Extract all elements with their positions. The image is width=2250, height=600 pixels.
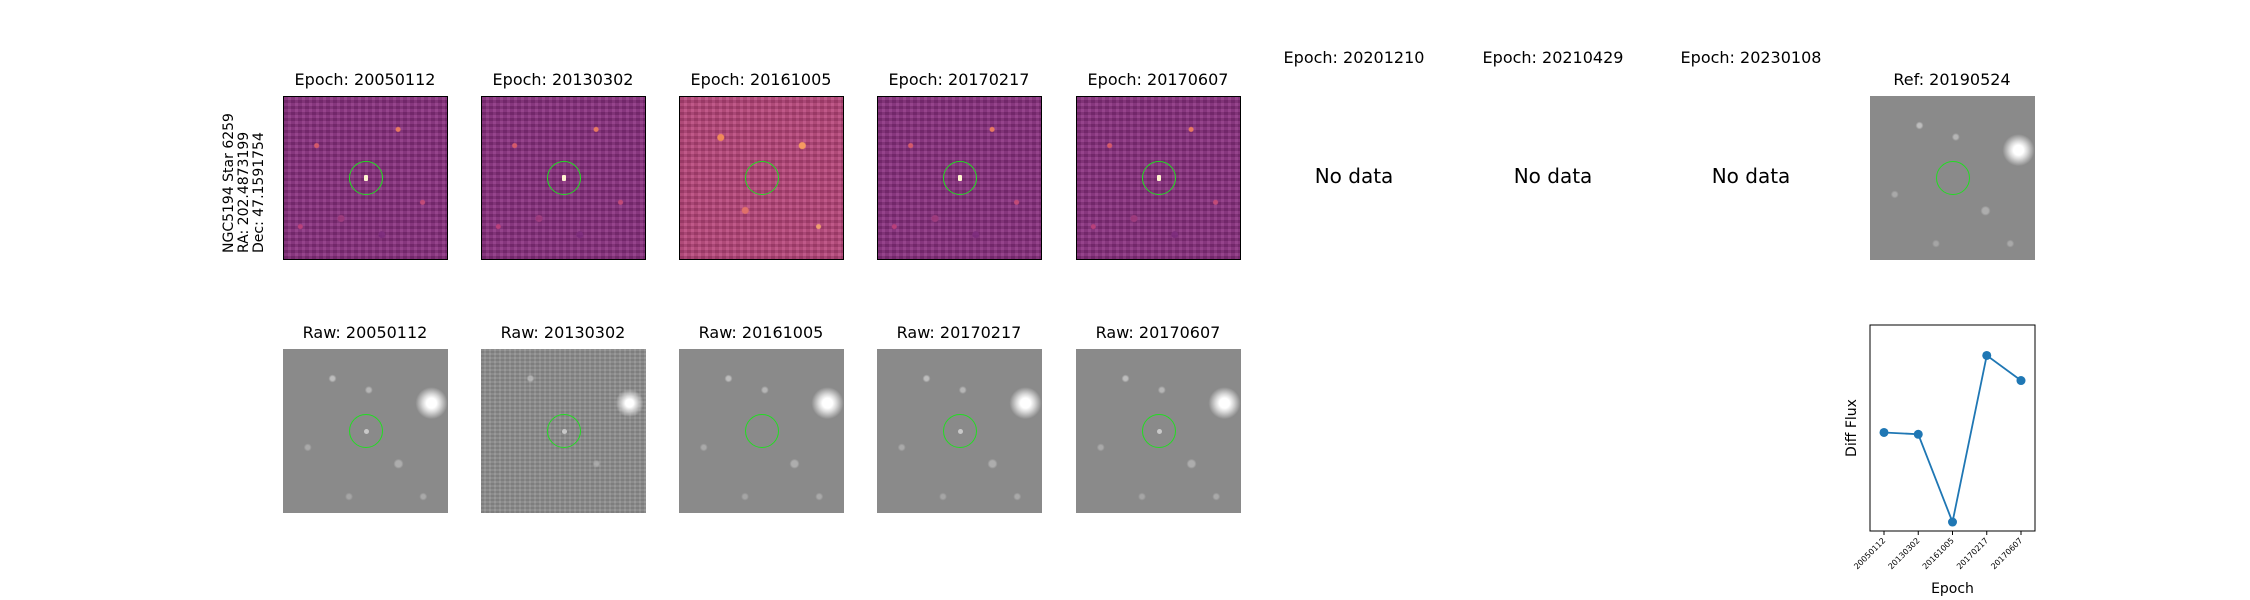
diff-image-1 <box>283 96 448 260</box>
x-tick-label-4: 20170217 <box>1955 536 1990 571</box>
missing-title-3: Epoch: 20230108 <box>1680 48 1822 67</box>
target-marker-circle <box>744 161 779 195</box>
star-dec: Dec: 47.1591754 <box>251 132 267 253</box>
reference-image <box>1870 96 2035 260</box>
x-tick-label-5: 20170607 <box>1989 536 2024 571</box>
no-data-text-3: No data <box>1711 164 1791 188</box>
data-point-2 <box>1913 429 1923 439</box>
missing-title-2: Epoch: 20210429 <box>1482 48 1624 67</box>
raw-image-5 <box>1076 349 1241 513</box>
x-axis-label: Epoch <box>1931 581 1974 597</box>
raw-image-1 <box>283 349 448 513</box>
diff-title-3: Epoch: 20161005 <box>690 70 832 89</box>
diff-title-4: Epoch: 20170217 <box>888 70 1030 89</box>
missing-title-1: Epoch: 20201210 <box>1283 48 1425 67</box>
diff-image-5 <box>1076 96 1241 260</box>
raw-image-4 <box>877 349 1042 513</box>
raw-title-5: Raw: 20170607 <box>1095 323 1221 342</box>
target-marker-circle <box>546 414 581 448</box>
data-point-1 <box>1879 427 1889 437</box>
diff-image-4 <box>877 96 1042 260</box>
star-ra: RA: 202.4873199 <box>236 131 252 253</box>
target-marker-circle <box>348 414 383 448</box>
raw-title-4: Raw: 20170217 <box>896 323 1022 342</box>
plot-frame <box>1869 324 2036 532</box>
data-point-4 <box>1982 350 1992 360</box>
raw-title-2: Raw: 20130302 <box>500 323 626 342</box>
raw-title-3: Raw: 20161005 <box>698 323 824 342</box>
diff-title-5: Epoch: 20170607 <box>1087 70 1229 89</box>
target-marker-circle <box>744 414 779 448</box>
series-line <box>1883 353 2022 526</box>
raw-image-3 <box>679 349 844 513</box>
target-marker-circle <box>1935 161 1970 195</box>
diff-image-3 <box>679 96 844 260</box>
x-tick-label-3: 20161005 <box>1921 536 1956 571</box>
no-data-text-1: No data <box>1314 164 1394 188</box>
data-point-3 <box>1948 517 1957 527</box>
target-marker-circle <box>1141 414 1176 448</box>
target-marker-circle <box>942 161 977 195</box>
light-curve-chart: 20050112 20130302 20161005 20170217 20170607… <box>1844 324 2036 597</box>
ref-title: Ref: 20190524 <box>1893 70 2011 89</box>
data-point-5 <box>2016 376 2026 386</box>
diff-title-2: Epoch: 20130302 <box>492 70 634 89</box>
raw-title-1: Raw: 20050112 <box>302 323 428 342</box>
diff-image-2 <box>481 96 646 260</box>
x-tick-label-1: 20050112 <box>1852 536 1887 571</box>
target-marker-circle <box>1141 161 1176 195</box>
target-marker-circle <box>942 414 977 448</box>
raw-image-2 <box>481 349 646 513</box>
star-name: NGC5194 Star 6259 <box>221 113 237 253</box>
star-info-label: NGC5194 Star 6259 RA: 202.4873199 Dec: 4… <box>221 105 267 255</box>
y-axis-label: Diff Flux <box>1844 399 1860 457</box>
no-data-text-2: No data <box>1513 164 1593 188</box>
diff-title-1: Epoch: 20050112 <box>294 70 436 89</box>
target-marker-circle <box>546 161 581 195</box>
x-tick-label-2: 20130302 <box>1887 536 1922 571</box>
target-marker-circle <box>348 161 383 195</box>
